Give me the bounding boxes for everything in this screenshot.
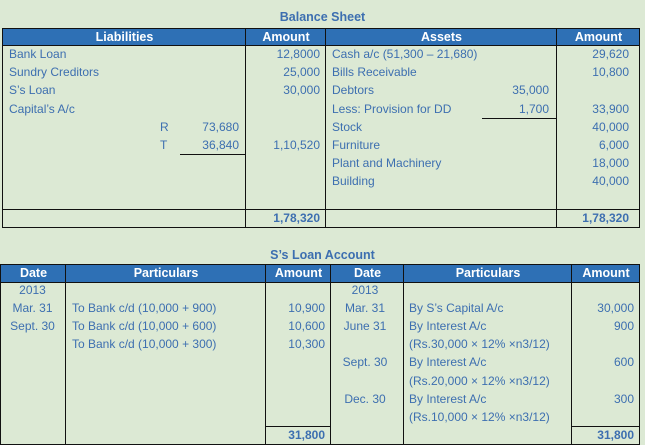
liability-amount: 1,10,520 (273, 138, 320, 152)
column-divider (245, 45, 246, 228)
liability-label: Capital’s A/c (9, 101, 75, 116)
debit-date: 2013 (19, 283, 46, 297)
column-divider (403, 265, 404, 282)
column-divider (325, 29, 326, 45)
column-divider (245, 29, 246, 45)
asset-label: Bills Receivable (332, 65, 417, 80)
loan-account-title: S’s Loan Account (270, 248, 375, 262)
rule-line (482, 118, 556, 119)
asset-label: Furniture (332, 138, 381, 152)
rule-line (180, 154, 245, 155)
credit-particulars: By S’s Capital A/c (409, 301, 504, 316)
credit-amount: 30,000 (597, 301, 634, 316)
credit-amount: 300 (613, 391, 634, 406)
total-credit: 31,800 (597, 428, 634, 442)
credit-date: 2013 (351, 283, 379, 297)
credit-particulars: (Rs.20,000 × 12% ×n3/12) (409, 373, 550, 388)
capital-partner-amount: 36,840 (202, 138, 239, 152)
column-divider (265, 282, 266, 445)
column-divider (571, 282, 572, 445)
asset-amount: 33,900 (592, 101, 629, 116)
rule-line (2, 227, 640, 228)
column-divider (571, 265, 572, 282)
asset-label: Stock (332, 119, 363, 134)
liability-label: S’s Loan (9, 83, 56, 98)
liability-amount: 25,000 (283, 65, 320, 80)
column-divider (556, 45, 557, 228)
column-header: Assets (421, 30, 462, 44)
rule-line (265, 426, 330, 427)
asset-label: Plant and Machinery (332, 156, 442, 171)
column-header: Amount (574, 30, 623, 44)
column-header: Particulars (133, 266, 199, 280)
column-divider (556, 29, 557, 45)
asset-amount: 10,800 (592, 65, 629, 80)
column-divider (403, 282, 404, 445)
loan-account-header: Date Particulars Amount Date Particulars Amou… (0, 264, 640, 283)
rule-line (571, 426, 640, 427)
column-divider (639, 45, 640, 228)
column-divider (2, 45, 3, 228)
asset-label: Less: Provision for DD (332, 101, 452, 116)
asset-sub-amount: 35,000 (512, 83, 549, 98)
column-header: Amount (274, 266, 323, 280)
debit-particulars: To Bank c/d (10,000 + 600) (72, 319, 217, 334)
credit-amount: 900 (613, 319, 634, 334)
column-header: Amount (262, 30, 310, 44)
debit-amount: 10,600 (288, 319, 325, 334)
credit-particulars: By Interest A/c (409, 391, 487, 406)
liability-label: Sundry Creditors (9, 65, 100, 80)
credit-particulars: By Interest A/c (409, 355, 487, 370)
capital-partner-amount: 73,680 (202, 119, 239, 134)
debit-date: Mar. 31 (12, 301, 53, 316)
column-divider (639, 282, 640, 445)
debit-particulars: To Bank c/d (10,000 + 900) (72, 301, 217, 316)
liability-amount: 30,000 (283, 83, 320, 98)
column-header: Date (353, 266, 382, 280)
rule-line (2, 209, 640, 210)
asset-label: Building (332, 174, 375, 189)
capital-partner-label: R (160, 119, 169, 134)
debit-particulars: To Bank c/d (10,000 + 300) (72, 337, 217, 352)
debit-amount: 10,300 (288, 337, 325, 352)
total-assets: 1,78,320 (582, 211, 629, 225)
credit-date: Mar. 31 (344, 301, 386, 316)
column-divider (325, 45, 326, 228)
column-header: Amount (582, 266, 630, 280)
credit-amount: 600 (613, 355, 634, 370)
asset-amount: 40,000 (592, 174, 629, 189)
asset-amount: 40,000 (592, 119, 629, 134)
liability-amount: 12,8000 (276, 47, 320, 61)
debit-date: Sept. 30 (10, 319, 55, 334)
asset-sub-amount: 1,700 (518, 101, 549, 116)
capital-partner-label: T (160, 138, 168, 152)
column-divider (0, 282, 1, 445)
credit-particulars: (Rs.10,000 × 12% ×n3/12) (409, 409, 550, 424)
total-debit: 31,800 (288, 428, 325, 442)
column-header: Liabilities (95, 30, 154, 44)
credit-particulars: By Interest A/c (409, 319, 487, 334)
total-liabilities: 1,78,320 (273, 211, 320, 225)
asset-label: Cash a/c (51,300 – 21,680) (332, 47, 478, 61)
asset-label: Debtors (332, 83, 375, 98)
debit-amount: 10,900 (288, 301, 325, 316)
credit-date: Sept. 30 (342, 355, 388, 370)
credit-particulars: (Rs.30,000 × 12% ×n3/12) (409, 337, 550, 352)
credit-date: June 31 (343, 319, 387, 334)
column-divider (330, 265, 331, 282)
balance-sheet-title: Balance Sheet (279, 10, 366, 24)
column-divider (330, 282, 331, 445)
column-divider (265, 265, 266, 282)
balance-sheet-header: Liabilities Amount Assets Amount (2, 28, 640, 46)
column-divider (65, 282, 66, 445)
asset-amount: 6,000 (598, 138, 629, 152)
credit-date: Dec. 30 (344, 391, 386, 406)
column-divider (65, 265, 66, 282)
column-header: Particulars (455, 266, 521, 280)
liability-label: Bank Loan (9, 47, 67, 61)
asset-amount: 18,000 (592, 156, 629, 171)
asset-amount: 29,620 (592, 47, 629, 61)
column-header: Date (19, 266, 48, 280)
